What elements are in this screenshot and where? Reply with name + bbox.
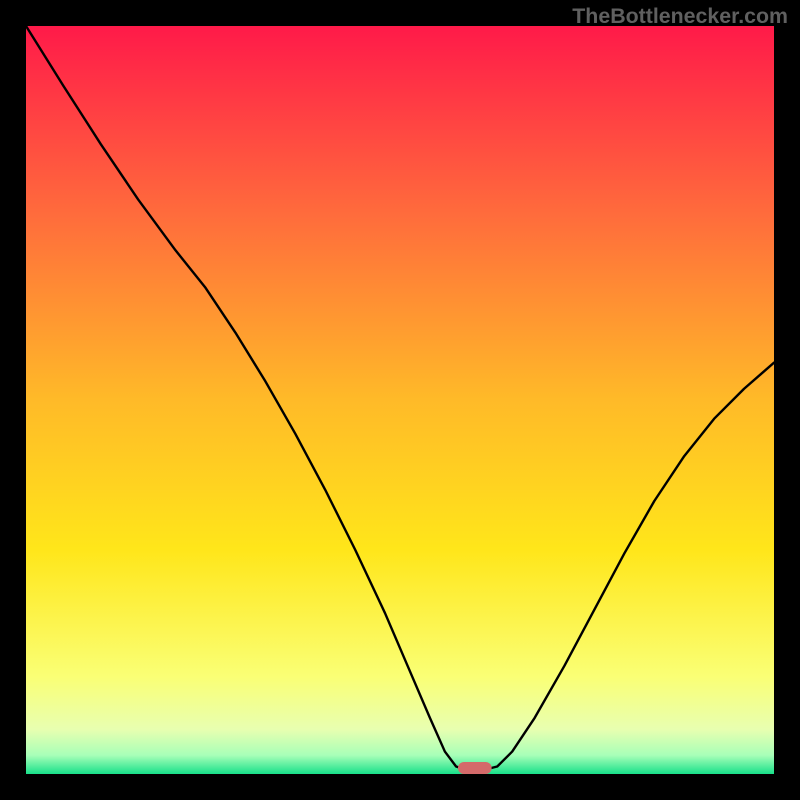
watermark-text: TheBottlenecker.com bbox=[572, 4, 788, 29]
optimum-marker bbox=[458, 762, 492, 774]
bottleneck-curve bbox=[26, 26, 774, 774]
curve-path bbox=[26, 26, 774, 770]
plot-area bbox=[26, 26, 774, 774]
chart-frame: TheBottlenecker.com bbox=[0, 0, 800, 800]
